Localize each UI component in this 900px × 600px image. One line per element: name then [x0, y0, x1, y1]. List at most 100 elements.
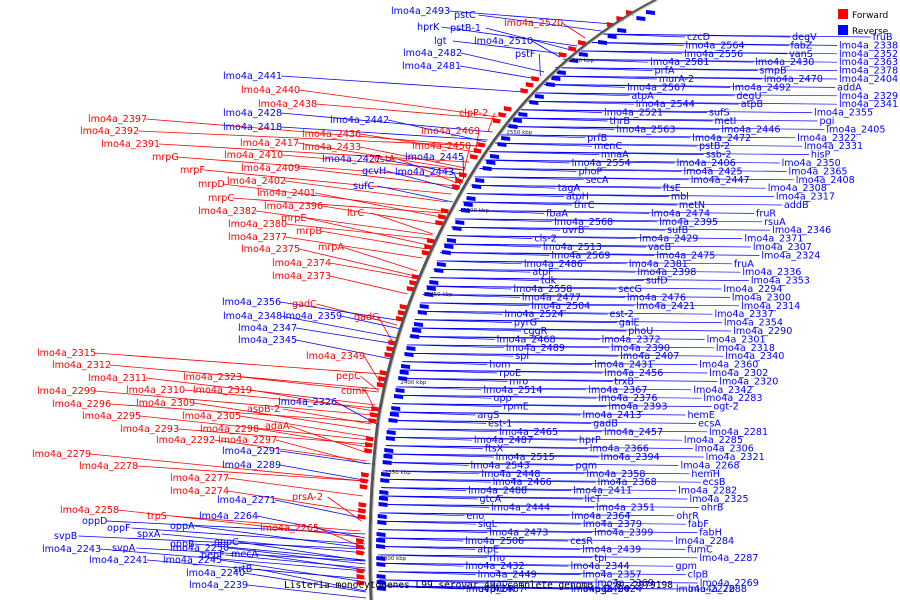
forward-feature [477, 142, 486, 148]
reverse-gene-label: lmo4a_2338 [839, 40, 898, 51]
forward-gene-leader [371, 212, 433, 235]
forward-feature [578, 40, 586, 46]
forward-feature [435, 220, 444, 226]
reverse-gene-label: pstC [454, 10, 476, 21]
forward-feature [356, 568, 365, 574]
reverse-gene-label: lmo4a_2408 [796, 175, 855, 186]
reverse-feature [377, 520, 387, 525]
reverse-gene-label: svpB [54, 531, 77, 542]
forward-feature [525, 82, 534, 88]
reverse-feature [545, 82, 555, 87]
forward-feature [369, 412, 378, 418]
reverse-gene-label: hisP [811, 150, 831, 161]
reverse-gene-label: cls-2 [534, 234, 557, 245]
reverse-feature [512, 118, 522, 123]
reverse-gene-label: pstB-1 [450, 23, 481, 34]
reverse-gene-leader [295, 327, 397, 345]
reverse-gene-label: lmo4a_2581 [650, 57, 709, 68]
reverse-gene-label: sigL [478, 519, 498, 530]
reverse-gene-label: pyrG [514, 318, 537, 329]
reverse-gene-leader [390, 411, 686, 416]
forward-gene-label: mrpA [318, 242, 344, 253]
legend-swatch-forward [838, 9, 848, 19]
reverse-gene-label: lmo4a_2241 [89, 555, 148, 566]
reverse-gene-leader [280, 112, 493, 133]
reverse-gene-label: fruA [734, 259, 754, 270]
reverse-feature [508, 124, 518, 129]
forward-gene-leader [316, 303, 398, 326]
reverse-gene-leader [599, 33, 871, 38]
reverse-gene-label: lmo4a_2341 [839, 99, 898, 110]
forward-gene-leader [137, 130, 479, 147]
reverse-gene-label: degV [792, 32, 817, 43]
reverse-gene-label: rsuA [764, 217, 786, 228]
reverse-gene-leader [429, 277, 749, 281]
reverse-gene-label: lmo4a_2428 [223, 108, 282, 119]
reverse-gene-label: lmo4a_2270 [676, 584, 735, 595]
reverse-gene-label: tagA [558, 183, 581, 194]
reverse-gene-leader [540, 84, 836, 88]
reverse-gene-leader [378, 571, 686, 575]
forward-gene-leader [378, 316, 393, 342]
forward-feature [498, 112, 507, 118]
reverse-gene-label: clpB [688, 570, 709, 581]
reverse-gene-label: eno [466, 511, 484, 522]
reverse-feature [383, 454, 393, 459]
reverse-feature [395, 388, 405, 393]
reverse-gene-leader [531, 40, 560, 58]
forward-gene-leader [363, 355, 381, 384]
reverse-gene-label: lmo4a_2556 [684, 49, 743, 60]
forward-gene-label: lmo4a_2440 [241, 85, 300, 96]
reverse-gene-leader [379, 512, 675, 517]
reverse-gene-label: gpm [675, 561, 697, 572]
forward-feature [473, 148, 482, 154]
forward-gene-label: lmo4a_2377 [228, 232, 287, 243]
reverse-gene-leader [412, 327, 732, 332]
reverse-gene-label: fumC [687, 544, 713, 555]
reverse-gene-label: lmo4a_2378 [839, 66, 898, 77]
reverse-gene-label: lmo4a_2506 [465, 536, 524, 547]
reverse-gene-label: lmo4a_2515 [496, 452, 555, 463]
reverse-gene-label: lmo4a_2294 [723, 284, 782, 295]
forward-gene-label: lmo4a_2309 [136, 398, 195, 409]
reverse-gene-leader [146, 559, 366, 580]
reverse-gene-label: lmo4a_2393 [608, 402, 667, 413]
reverse-gene-leader [257, 568, 366, 592]
reverse-feature [490, 154, 500, 159]
reverse-gene-label: lmo4a_2564 [686, 40, 745, 51]
reverse-gene-label: hemE [687, 410, 714, 421]
forward-gene-label: mrpB [296, 226, 322, 237]
reverse-gene-leader [378, 554, 698, 559]
reverse-gene-label: lmo4a_2446 [721, 124, 780, 135]
reverse-gene-label: lmo4a_2476 [627, 292, 686, 303]
forward-feature [356, 550, 365, 556]
forward-gene-label: lmo4a_2279 [32, 449, 91, 460]
reverse-gene-label: lmo4a_2348 [223, 311, 282, 322]
reverse-gene-label: lmo4a_2430 [755, 57, 814, 68]
reverse-gene-leader [420, 302, 740, 307]
reverse-gene-label: lmo4a_2321 [706, 452, 765, 463]
reverse-gene-label: lmo4a_2379 [583, 519, 642, 530]
reverse-gene-label: lmo4a_2514 [483, 385, 542, 396]
forward-feature [357, 514, 366, 520]
forward-gene-label: lmo4a_2410 [224, 150, 283, 161]
reverse-feature [501, 136, 511, 141]
forward-gene-leader [158, 143, 470, 163]
reverse-feature [417, 310, 427, 315]
reverse-gene-label: atpH [566, 192, 589, 203]
reverse-gene-label: lmo4a_2358 [586, 469, 645, 480]
reverse-feature [376, 556, 386, 561]
reverse-gene-label: lmo4a_2354 [724, 318, 783, 329]
forward-gene-label: lmo4a_2297 [218, 435, 277, 446]
forward-gene-leader [89, 453, 364, 482]
reverse-gene-leader [378, 546, 686, 550]
reverse-gene-leader [381, 487, 677, 491]
forward-feature [458, 172, 467, 178]
reverse-gene-label: lmo4a_2240 [186, 568, 245, 579]
reverse-gene-label: lmo4a_2466 [493, 477, 552, 488]
reverse-gene-leader [246, 584, 367, 599]
reverse-gene-leader [386, 170, 459, 191]
reverse-gene-label: vanS [789, 49, 813, 60]
forward-feature [361, 472, 370, 478]
reverse-gene-label: lmo4a_2449 [478, 570, 537, 581]
